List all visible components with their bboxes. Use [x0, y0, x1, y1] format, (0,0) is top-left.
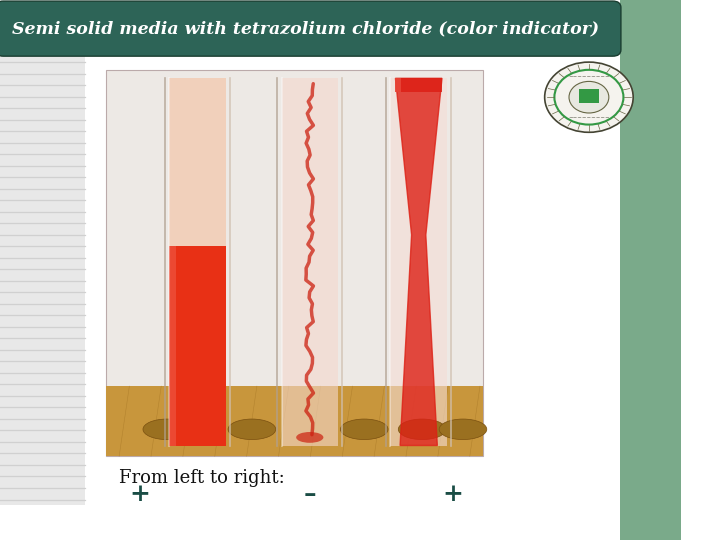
Bar: [619, 0, 681, 540]
Text: Semi solid media with tetrazolium chloride (color indicator): Semi solid media with tetrazolium chlori…: [12, 20, 599, 37]
Ellipse shape: [143, 419, 191, 440]
Circle shape: [569, 82, 609, 113]
Ellipse shape: [341, 419, 388, 440]
Text: –: –: [303, 482, 316, 506]
Text: ~~~~~~~~~: ~~~~~~~~~: [568, 115, 610, 120]
Bar: [395, 78, 442, 92]
Circle shape: [544, 62, 633, 132]
Ellipse shape: [296, 432, 323, 443]
Ellipse shape: [228, 419, 276, 440]
Bar: [169, 78, 225, 446]
Bar: [169, 246, 176, 446]
Bar: [395, 78, 401, 92]
Bar: [106, 386, 483, 456]
Text: +: +: [129, 482, 150, 506]
Bar: [0, 14, 85, 505]
Bar: [390, 78, 447, 446]
Bar: [169, 246, 225, 446]
Ellipse shape: [439, 419, 487, 440]
Polygon shape: [395, 78, 442, 446]
Bar: [106, 70, 483, 456]
Bar: [579, 89, 599, 103]
Bar: [282, 78, 338, 446]
Ellipse shape: [398, 419, 446, 440]
FancyBboxPatch shape: [0, 1, 621, 56]
Text: From left to right:: From left to right:: [119, 469, 285, 487]
Text: +: +: [442, 482, 463, 506]
Text: ~~~~~~~~~: ~~~~~~~~~: [568, 75, 610, 79]
